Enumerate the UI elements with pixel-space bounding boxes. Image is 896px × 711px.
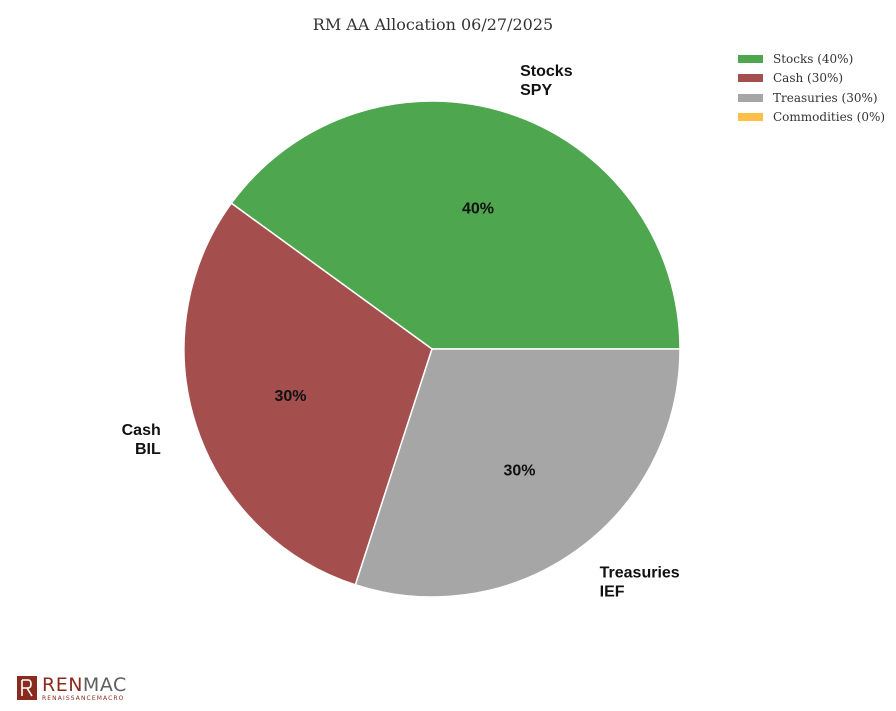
legend-label: Commodities (0%) (773, 110, 886, 125)
legend[interactable]: Stocks (40%) Cash (30%) Treasuries (30%) Co… (738, 49, 885, 127)
pie-slice-cash[interactable] (183, 202, 433, 586)
slice-percent-label: 30% (274, 388, 306, 405)
legend-item-treasuries[interactable]: Treasuries (30%) (738, 88, 885, 108)
slice-percent-label: 30% (503, 462, 535, 479)
logo-text-ren: REN (42, 674, 83, 696)
legend-swatch (738, 93, 763, 102)
legend-swatch (738, 54, 763, 63)
legend-item-commodities[interactable]: Commodities (0%) (738, 108, 885, 128)
legend-swatch (738, 74, 763, 83)
logo-text-mac: MAC (82, 674, 127, 696)
legend-swatch (738, 113, 763, 122)
legend-label: Treasuries (30%) (773, 90, 878, 105)
legend-label: Cash (30%) (773, 71, 844, 86)
pie-slice-treasuries[interactable] (354, 348, 681, 598)
legend-item-cash[interactable]: Cash (30%) (738, 69, 885, 89)
legend-item-stocks[interactable]: Stocks (40%) (738, 49, 885, 69)
logo-subtitle: RENAISSANCEMACRO (42, 695, 125, 702)
slice-outer-label: Treasuries IEF (600, 565, 680, 601)
legend-label: Stocks (40%) (773, 51, 854, 66)
slice-outer-label: Stocks SPY (520, 63, 573, 99)
slice-outer-label: Cash BIL (122, 422, 161, 458)
chart-title: RM AA Allocation 06/27/2025 (312, 15, 554, 34)
renmac-logo: RENMAC RENAISSANCEMACRO (17, 676, 127, 702)
renmac-logo-mark-icon (17, 676, 37, 700)
pie-slice-stocks[interactable] (230, 100, 681, 350)
slice-percent-label: 40% (462, 200, 494, 217)
